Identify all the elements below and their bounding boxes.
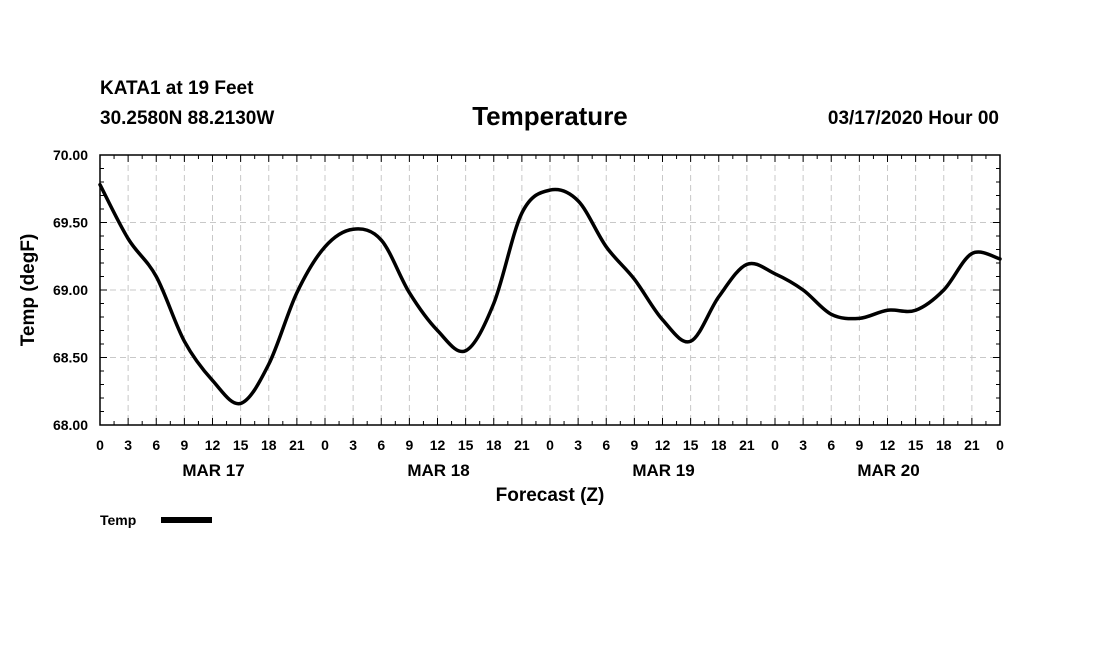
temp-data-point [914,309,917,312]
temp-data-point [324,246,326,248]
grid [100,155,1000,425]
x-tick-label: 6 [152,437,160,453]
temp-data-point [577,200,579,202]
temp-data-point [352,228,354,231]
temp-data-point [858,317,861,320]
temp-data-point [661,318,664,321]
x-tick-label: 9 [405,437,413,453]
x-tick-label: 3 [574,437,582,453]
temp-data-point [436,329,439,332]
x-tick-label: 15 [908,437,924,453]
y-axis-title: Temp (degF) [18,234,39,347]
x-tick-labels: 0 3 6 9 12 15 18 21 0 3 6 9 12 15 18 21 0 3 6 9 12 15 18 21 0 3 6 9… [96,437,1004,453]
x-tick-label: 18 [936,437,952,453]
plot-frame [99,154,1001,426]
x-tick-label: 6 [377,437,385,453]
x-tick-label: 6 [827,437,835,453]
temp-data-point [380,239,383,241]
series-layer [98,182,1002,406]
temp-data-point [605,246,608,248]
temp-data-point [549,189,551,191]
temp-data-point [211,379,214,382]
coordinates-label: 30.2580N 88.2130W [100,108,274,129]
y-tick-label: 69.50 [53,215,88,231]
x-tick-label: 0 [321,437,329,453]
x-tick-label: 12 [655,437,671,453]
temp-data-point [830,313,833,316]
y-tick-label: 69.00 [53,282,88,298]
temp-data-point [717,295,720,298]
axis-ticks [99,154,1001,426]
temp-data-point [802,289,804,291]
temp-data-point [127,237,129,240]
x-axis-title: Forecast (Z) [496,485,605,506]
temp-data-point [633,278,636,281]
y-tick-labels: 68.00 68.50 69.00 69.50 70.00 [53,147,88,433]
temp-data-point [942,289,945,291]
y-tick-label: 70.00 [53,147,88,163]
day-label: MAR 19 [632,461,694,480]
forecast-datetime: 03/17/2020 Hour 00 [828,108,999,129]
y-tick-label: 68.00 [53,417,88,433]
temp-data-point [746,263,748,266]
legend: Temp [100,512,212,528]
temp-data-point [267,363,270,366]
y-tick-label: 68.50 [53,350,88,366]
x-tick-label: 9 [180,437,188,453]
temp-data-point [886,309,889,312]
station-label: KATA1 at 19 Feet [100,78,254,99]
x-tick-label: 12 [430,437,446,453]
x-tick-label: 21 [289,437,305,453]
temp-data-point [492,302,495,305]
x-tick-label: 0 [771,437,779,453]
temp-data-point [183,340,186,343]
temp-data-point [521,212,523,214]
temp-data-point [774,273,776,275]
day-labels: MAR 17 MAR 18 MAR 19 MAR 20 [182,461,919,480]
day-label: MAR 17 [182,461,244,480]
temp-data-point [971,252,973,255]
x-tick-label: 12 [205,437,221,453]
x-tick-label: 9 [855,437,863,453]
x-tick-label: 15 [458,437,474,453]
temp-series-line [98,182,1002,406]
x-tick-label: 21 [514,437,530,453]
x-tick-label: 18 [486,437,502,453]
x-tick-label: 18 [711,437,727,453]
legend-label: Temp [100,512,136,528]
x-tick-label: 3 [799,437,807,453]
x-tick-label: 3 [349,437,357,453]
x-tick-label: 12 [880,437,896,453]
temp-data-point [296,291,298,294]
chart-title: Temperature [472,101,628,131]
x-tick-label: 21 [739,437,755,453]
x-tick-label: 18 [261,437,277,453]
temp-data-point [689,340,692,343]
x-tick-label: 0 [546,437,554,453]
x-tick-label: 21 [964,437,980,453]
x-tick-label: 15 [233,437,249,453]
x-tick-label: 0 [996,437,1004,453]
temp-data-point [155,275,158,278]
day-label: MAR 20 [857,461,919,480]
x-tick-label: 6 [602,437,610,453]
temp-data-point [464,349,467,352]
x-tick-label: 9 [630,437,638,453]
x-tick-label: 15 [683,437,699,453]
x-tick-label: 3 [124,437,132,453]
temp-data-point [239,402,242,405]
day-label: MAR 18 [407,461,469,480]
temp-data-point [408,291,411,294]
x-tick-label: 0 [96,437,104,453]
